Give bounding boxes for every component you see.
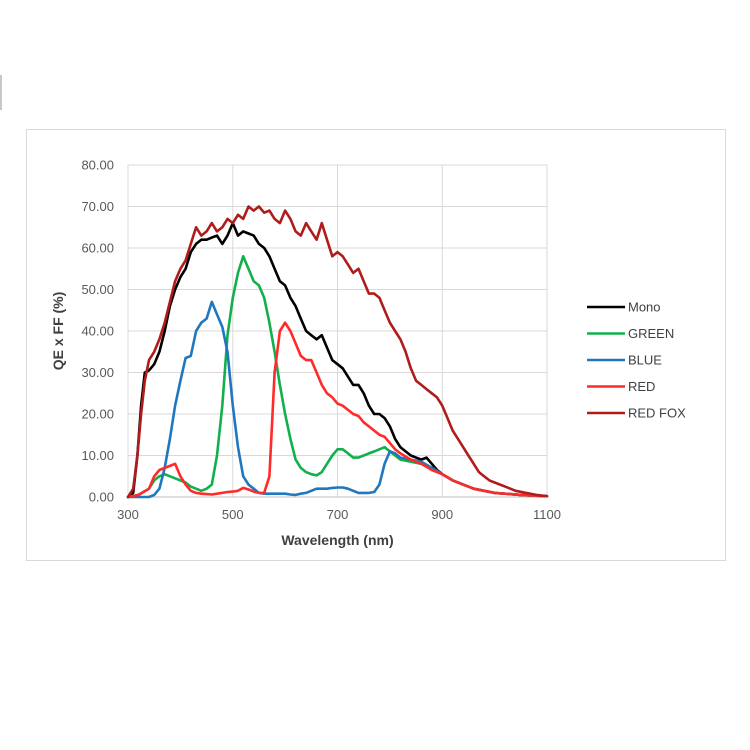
series-line-red xyxy=(126,321,549,499)
y-tick-label: 40.00 xyxy=(81,324,114,339)
legend-label: BLUE xyxy=(628,353,662,368)
series-line-green xyxy=(126,255,549,499)
x-tick-label: 700 xyxy=(327,507,349,522)
y-tick-label: 70.00 xyxy=(81,199,114,214)
chart-container: 0.00 10.00 20.00 30.00 40.00 50.00 60.00 70.00 8… xyxy=(26,129,726,561)
x-tick-label: 900 xyxy=(431,507,453,522)
series-line-red-fox xyxy=(126,205,549,499)
legend-label: GREEN xyxy=(628,326,674,341)
y-tick-label: 10.00 xyxy=(81,448,114,463)
tick-labels: 0.00 10.00 20.00 30.00 40.00 50.00 60.00 70.00 8… xyxy=(81,158,561,523)
legend-label: RED xyxy=(628,379,655,394)
legend: Mono GREEN BLUE RED RED FOX xyxy=(587,300,686,421)
y-tick-label: 20.00 xyxy=(81,407,114,422)
y-tick-label: 0.00 xyxy=(89,490,114,505)
legend-label: RED FOX xyxy=(628,406,686,421)
x-tick-label: 1100 xyxy=(533,507,561,522)
legend-label: Mono xyxy=(628,300,661,315)
y-axis-title: QE x FF (%) xyxy=(50,292,66,371)
y-tick-label: 80.00 xyxy=(81,158,114,173)
series-line-mono xyxy=(126,221,549,499)
y-tick-label: 50.00 xyxy=(81,282,114,297)
y-tick-label: 60.00 xyxy=(81,241,114,256)
x-axis-title: Wavelength (nm) xyxy=(281,532,393,548)
y-tick-label: 30.00 xyxy=(81,365,114,380)
x-tick-label: 500 xyxy=(222,507,244,522)
grid xyxy=(127,164,548,498)
page-edge-mark xyxy=(0,75,2,110)
x-tick-label: 300 xyxy=(117,507,139,522)
spectral-response-chart: 0.00 10.00 20.00 30.00 40.00 50.00 60.00 70.00 8… xyxy=(50,158,686,549)
series-lines xyxy=(126,205,549,499)
